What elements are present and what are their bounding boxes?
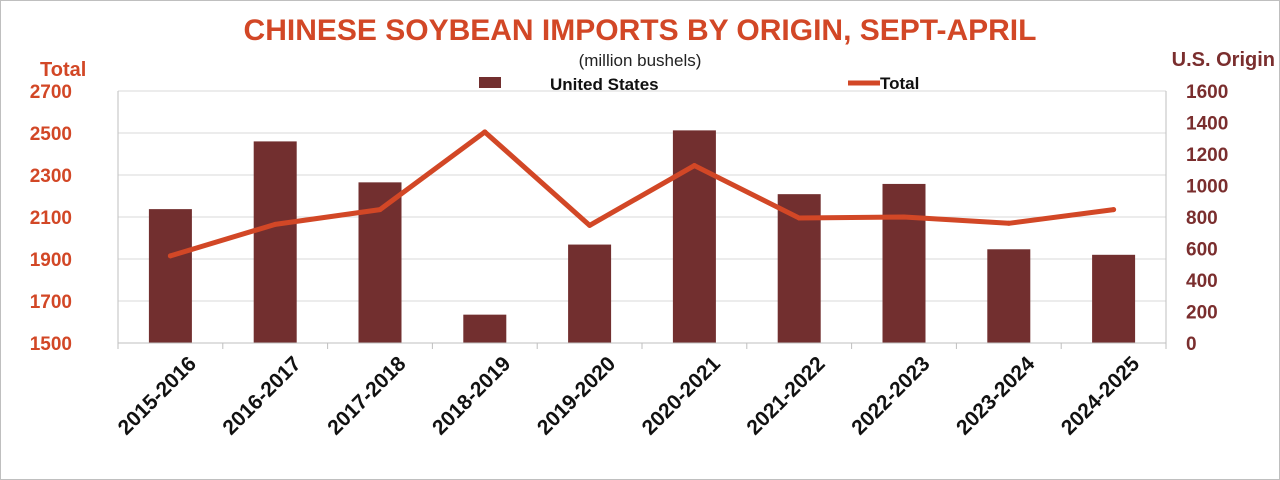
left-tick-label: 1900 [30,250,72,271]
left-tick-label: 2300 [30,166,72,187]
point-total [1006,220,1012,226]
right-tick-label: 1000 [1186,177,1228,198]
right-tick-label: 1400 [1186,114,1228,135]
bar-series-united-states [148,130,1136,343]
left-axis-title: Total [40,59,86,81]
bar-united-states [882,183,926,343]
x-tick-label: 2019-2020 [533,352,620,439]
right-tick-label: 800 [1186,208,1218,229]
left-tick-label: 1700 [30,292,72,313]
right-tick-label: 600 [1186,240,1218,261]
right-tick-label: 1600 [1186,82,1228,103]
chart-subtitle: (million bushels) [579,51,702,70]
x-tick-label: 2023-2024 [952,352,1040,440]
x-tick-label: 2015-2016 [114,352,201,439]
bar-united-states [148,209,192,343]
legend-swatch-united-states [479,77,501,88]
left-tick-label: 2100 [30,208,72,229]
x-tick-label: 2024-2025 [1057,352,1145,440]
right-axis-title: U.S. Origin [1172,49,1275,71]
point-total [377,207,383,213]
left-tick-label: 2500 [30,124,72,145]
bar-united-states [253,141,297,343]
x-tick-label: 2017-2018 [323,352,411,440]
bar-united-states [568,244,612,343]
point-total [691,163,697,169]
point-total [901,214,907,220]
x-tick-label: 2021-2022 [742,352,829,439]
bar-united-states [463,314,507,343]
right-tick-label: 1200 [1186,145,1228,166]
point-total [482,129,488,135]
point-total [587,222,593,228]
right-tick-label: 200 [1186,303,1218,324]
x-tick-label: 2016-2017 [218,352,305,439]
bar-united-states [672,130,716,343]
bar-united-states [358,182,402,343]
point-total [272,221,278,227]
x-tick-label: 2020-2021 [638,352,726,440]
legend-label-total: Total [880,74,919,93]
legend-label-united-states: United States [550,75,659,94]
line-total [167,129,1117,259]
axes: 2700 2500 2300 2100 1900 1700 1500 1600 1400 1200… [30,82,1229,440]
point-total [796,215,802,221]
x-tick-label: 2018-2019 [428,352,515,439]
bar-united-states [987,249,1031,343]
bar-united-states [1092,254,1136,343]
right-tick-label: 0 [1186,334,1197,355]
right-tick-label: 400 [1186,271,1218,292]
point-total [167,253,173,259]
left-tick-label: 2700 [30,82,72,103]
left-tick-label: 1500 [30,334,72,355]
chart-title: CHINESE SOYBEAN IMPORTS BY ORIGIN, SEPT-… [244,14,1037,47]
line-series-total [167,129,1117,259]
point-total [1111,207,1117,213]
x-tick-label: 2022-2023 [847,352,934,439]
